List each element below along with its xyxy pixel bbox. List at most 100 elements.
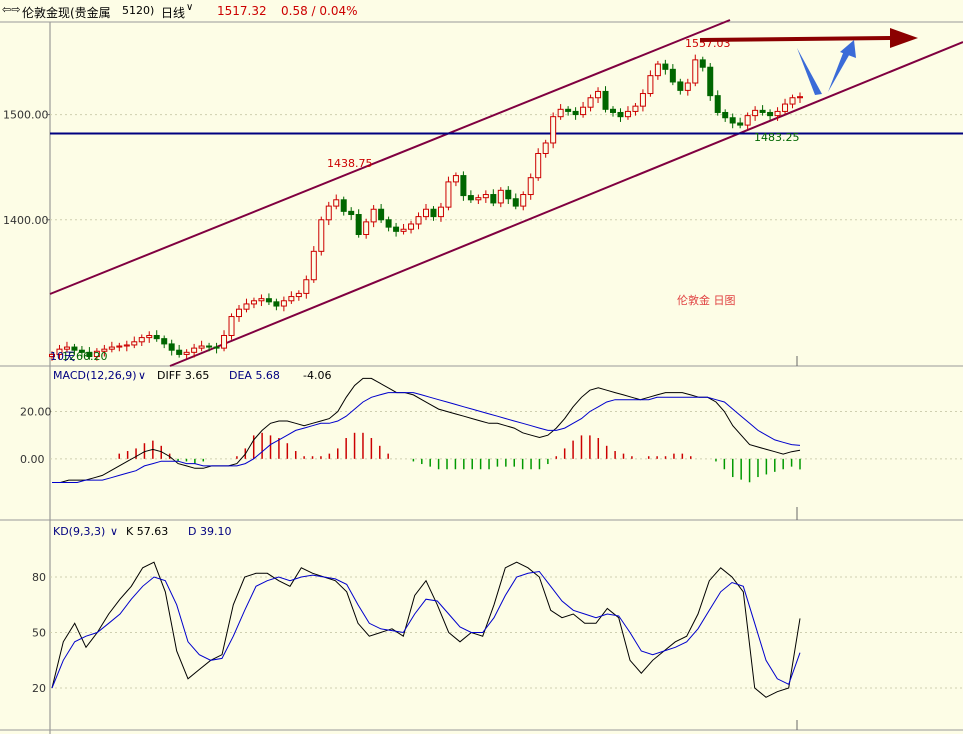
candle-body bbox=[587, 97, 594, 108]
candle-body bbox=[505, 189, 512, 200]
candle-body bbox=[191, 347, 198, 353]
candle-body bbox=[759, 109, 766, 113]
candle-body bbox=[221, 334, 228, 349]
candle-body bbox=[707, 66, 714, 97]
chart-watermark-title: 伦敦金 日图 bbox=[677, 293, 736, 307]
candle-body bbox=[565, 108, 572, 112]
candle-body bbox=[153, 334, 160, 340]
candle-body bbox=[101, 348, 108, 352]
arrow-red-head bbox=[890, 28, 918, 48]
kd-d-line bbox=[51, 570, 801, 689]
candle-body bbox=[692, 59, 699, 84]
candle-body bbox=[737, 122, 744, 126]
candle-body bbox=[580, 106, 587, 116]
instrument-code: 5120) bbox=[122, 4, 155, 17]
kd-title: KD(9,3,3) bbox=[53, 525, 105, 538]
candle-body bbox=[714, 95, 721, 113]
candle-body bbox=[265, 298, 272, 303]
candle-body bbox=[797, 96, 803, 99]
candle-body bbox=[490, 194, 497, 204]
kd-d-label: D 39.10 bbox=[188, 525, 231, 538]
candle-body bbox=[198, 345, 205, 349]
candle-body bbox=[624, 110, 631, 118]
candle-body bbox=[744, 115, 751, 126]
candle-body bbox=[617, 111, 624, 118]
candle-body bbox=[632, 105, 639, 112]
candle-body bbox=[86, 351, 93, 358]
candle-body bbox=[146, 334, 153, 339]
candle-body bbox=[767, 111, 774, 117]
candle-body bbox=[325, 205, 332, 221]
candle-body bbox=[280, 300, 287, 307]
candle-body bbox=[423, 208, 429, 218]
candle-body bbox=[722, 111, 729, 119]
candle-body bbox=[557, 108, 564, 118]
candle-body bbox=[550, 116, 557, 144]
candle-body bbox=[49, 353, 55, 358]
candle-body bbox=[243, 303, 250, 310]
candle-body bbox=[430, 208, 437, 218]
instrument-name[interactable]: 伦敦金现(贵金属 bbox=[22, 6, 111, 20]
candle-body bbox=[482, 194, 489, 199]
candle-body bbox=[535, 152, 542, 179]
candle-body bbox=[400, 228, 407, 232]
candle-body bbox=[662, 63, 669, 70]
candle-body bbox=[782, 103, 789, 112]
candle-body bbox=[460, 175, 467, 197]
candle-body bbox=[348, 210, 355, 216]
candle-body bbox=[497, 189, 504, 204]
candle-body bbox=[752, 109, 759, 117]
channel-upper-line bbox=[49, 19, 731, 295]
arrow-red-shaft bbox=[699, 36, 896, 42]
period-selector[interactable]: 日线 bbox=[161, 6, 186, 20]
candle-body bbox=[258, 298, 265, 302]
candle-body bbox=[520, 194, 527, 207]
macd-dea-label: DEA 5.68 bbox=[229, 369, 280, 382]
candle-body bbox=[355, 214, 362, 236]
label-overlay: 10天 bbox=[50, 350, 75, 363]
macd-dea-line bbox=[52, 392, 801, 483]
candle-body bbox=[684, 82, 691, 91]
arrow-blue-up-head bbox=[840, 40, 856, 58]
kd-tick-label: 80 bbox=[32, 571, 46, 584]
candle-body bbox=[236, 308, 242, 318]
candle-body bbox=[176, 349, 183, 355]
candle-body bbox=[610, 108, 616, 113]
candle-body bbox=[78, 349, 85, 353]
candle-body bbox=[71, 346, 78, 351]
candle-body bbox=[318, 219, 325, 252]
candle-body bbox=[108, 346, 115, 350]
candle-body bbox=[123, 344, 130, 347]
price-tick-label: 1500.00 bbox=[3, 109, 49, 122]
chevron-down-icon[interactable]: ∨ bbox=[186, 2, 194, 13]
candle-body bbox=[669, 68, 676, 83]
candle-body bbox=[273, 301, 280, 307]
macd-title: MACD(12,26,9) bbox=[53, 369, 137, 382]
channel-lower-line bbox=[169, 41, 963, 367]
back-forward-icon[interactable]: ⇦⇨ bbox=[2, 3, 21, 16]
candle-body bbox=[131, 341, 138, 346]
kd-k-label: K 57.63 bbox=[126, 525, 168, 538]
arrow-blue-down bbox=[797, 48, 822, 95]
macd-diff-line bbox=[52, 377, 801, 483]
candle-body bbox=[408, 223, 415, 230]
arrow-blue-up-shaft bbox=[828, 48, 852, 92]
candle-body bbox=[228, 316, 235, 336]
candle-body bbox=[699, 59, 706, 68]
candle-body bbox=[370, 208, 377, 223]
candle-body bbox=[445, 181, 452, 208]
candle-body bbox=[602, 90, 609, 110]
candle-body bbox=[138, 337, 145, 343]
candle-body bbox=[303, 279, 310, 294]
candle-body bbox=[452, 175, 459, 183]
price-change: 0.58 / 0.04% bbox=[281, 4, 358, 18]
candle-body bbox=[116, 345, 123, 348]
kd-k-line bbox=[51, 561, 801, 698]
candle-body bbox=[333, 199, 340, 207]
candle-body bbox=[56, 348, 63, 355]
candle-body bbox=[467, 195, 474, 201]
macd-diff-label: DIFF 3.65 bbox=[157, 369, 209, 382]
last-price: 1517.32 bbox=[217, 4, 267, 18]
candle-body bbox=[93, 350, 100, 358]
